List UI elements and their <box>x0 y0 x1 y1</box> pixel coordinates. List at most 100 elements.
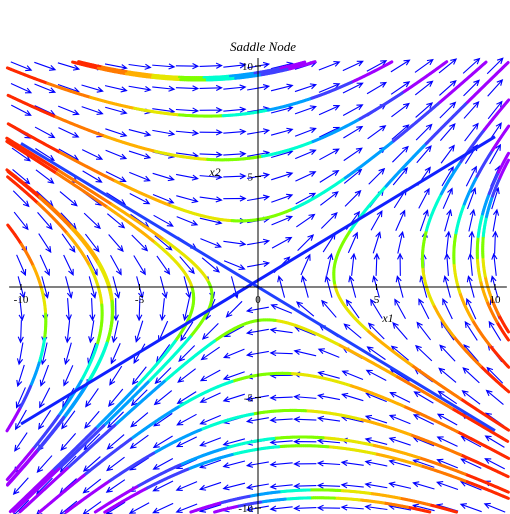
field-arrow <box>175 85 200 92</box>
field-arrow <box>182 298 190 322</box>
field-arrow <box>199 217 223 226</box>
field-arrow <box>438 58 458 74</box>
field-arrow <box>340 482 364 489</box>
field-arrow <box>104 63 128 71</box>
field-arrow <box>61 233 76 253</box>
field-arrow <box>444 208 453 232</box>
field-arrow <box>64 320 71 344</box>
field-arrow <box>364 414 388 424</box>
field-arrow <box>321 299 337 318</box>
field-arrow <box>462 367 480 384</box>
field-arrow <box>175 481 198 492</box>
trajectory <box>12 508 17 514</box>
field-arrow <box>389 392 411 403</box>
field-arrow <box>16 342 24 366</box>
field-arrow <box>295 149 317 160</box>
field-arrow <box>34 126 56 139</box>
field-arrow <box>82 478 102 494</box>
field-arrow <box>128 150 152 160</box>
field-arrow <box>437 390 458 405</box>
field-arrow <box>177 368 196 383</box>
field-arrow <box>222 393 245 403</box>
field-arrow <box>342 82 364 94</box>
field-arrow <box>489 143 502 165</box>
field-arrow <box>320 212 338 229</box>
field-arrow <box>316 415 341 422</box>
field-arrow <box>81 106 104 116</box>
trajectory <box>506 98 510 103</box>
field-arrow <box>294 83 318 93</box>
field-arrow <box>364 437 388 445</box>
field-arrow <box>294 105 317 115</box>
field-arrow <box>465 165 477 187</box>
field-arrow <box>223 106 247 113</box>
field-arrow <box>486 57 504 75</box>
field-arrow <box>111 320 119 344</box>
field-arrow <box>270 83 294 92</box>
trajectory <box>506 158 510 164</box>
field-arrow <box>82 170 103 183</box>
field-arrow <box>176 216 199 226</box>
field-arrow <box>483 502 506 513</box>
field-arrow <box>466 297 477 320</box>
field-arrow <box>175 107 200 114</box>
field-arrow <box>14 409 27 431</box>
field-arrow <box>81 84 104 93</box>
trajectory <box>6 481 11 486</box>
trajectory <box>483 60 488 65</box>
field-arrow <box>391 102 410 118</box>
field-arrow <box>342 104 364 116</box>
field-arrow <box>199 392 221 403</box>
field-arrow <box>269 349 293 357</box>
field-arrow <box>199 369 221 382</box>
field-arrow <box>295 192 317 205</box>
field-arrow <box>109 365 123 386</box>
field-arrow <box>15 387 26 409</box>
field-arrow <box>439 123 456 141</box>
field-arrow <box>59 191 78 207</box>
field-arrow <box>225 300 243 318</box>
field-arrow <box>388 459 411 468</box>
field-arrow <box>485 389 504 405</box>
field-arrow <box>222 348 245 359</box>
field-arrow <box>388 436 411 446</box>
field-arrow <box>364 504 388 511</box>
field-arrow <box>468 208 476 232</box>
trajectory <box>64 509 70 514</box>
field-arrow <box>63 342 72 366</box>
field-arrow <box>488 320 502 341</box>
field-arrow <box>366 60 388 72</box>
field-arrow <box>176 391 197 405</box>
field-arrow <box>341 392 364 402</box>
field-arrow <box>271 171 294 181</box>
field-arrow <box>397 230 405 254</box>
field-arrow <box>14 432 28 452</box>
field-arrow <box>175 63 200 70</box>
field-arrow <box>293 505 317 512</box>
field-arrow <box>484 435 505 448</box>
field-arrow <box>316 438 341 445</box>
trajectory <box>38 509 43 514</box>
field-arrow <box>199 414 221 425</box>
field-arrow <box>341 370 364 381</box>
field-arrow <box>223 150 247 158</box>
field-arrow <box>271 215 294 226</box>
field-arrow <box>60 433 77 451</box>
field-arrow <box>58 127 80 138</box>
field-arrow <box>418 187 430 209</box>
trajectory <box>93 509 99 514</box>
field-arrow <box>61 410 76 430</box>
field-arrow <box>12 190 30 208</box>
field-arrow <box>200 346 220 361</box>
field-arrow <box>318 104 341 116</box>
field-arrow <box>439 79 457 96</box>
field-arrow <box>11 147 32 162</box>
field-arrow <box>223 128 247 135</box>
field-arrow <box>63 254 74 276</box>
field-arrow <box>392 145 409 163</box>
field-arrow <box>436 481 459 491</box>
field-arrow <box>199 62 223 69</box>
field-arrow <box>128 129 152 137</box>
field-arrow <box>128 63 152 70</box>
